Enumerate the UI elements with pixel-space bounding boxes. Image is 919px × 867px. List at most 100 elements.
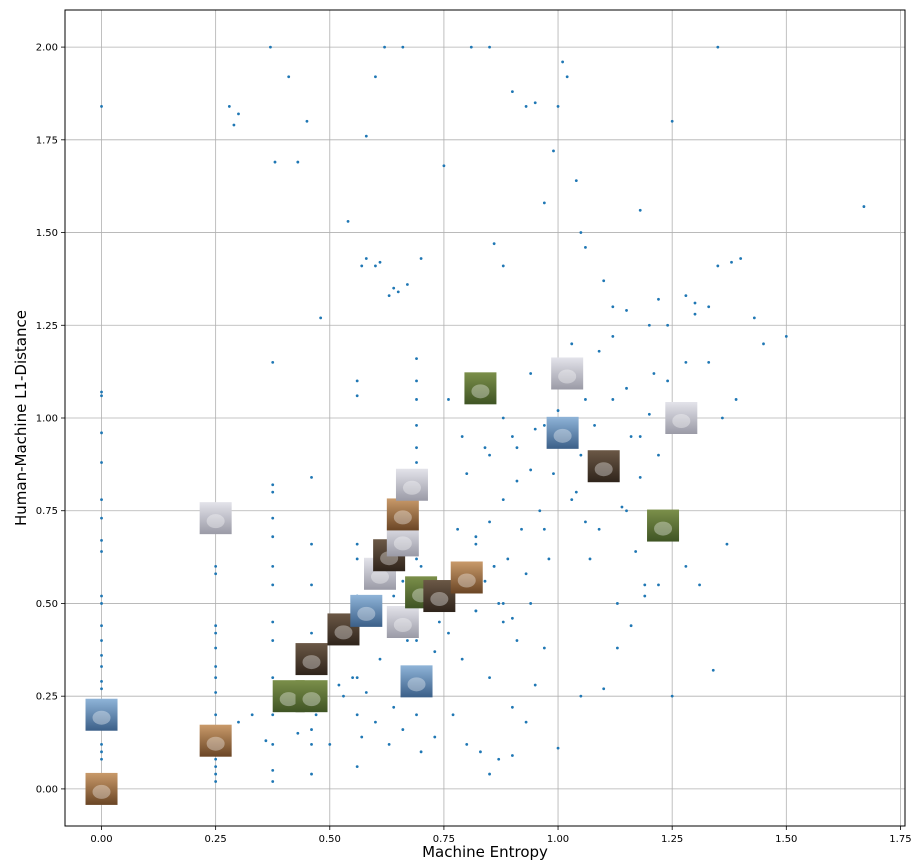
data-point <box>510 90 514 93</box>
data-point <box>296 160 300 164</box>
image-thumbnail <box>386 498 419 531</box>
thumbnail-subject <box>594 462 613 477</box>
data-point <box>497 757 501 761</box>
y-tick-label: 1.00 <box>36 414 58 425</box>
x-tick-label: 0.25 <box>205 834 227 845</box>
data-point <box>474 609 478 613</box>
data-point <box>524 105 528 108</box>
data-point <box>565 75 569 79</box>
thumbnail-background <box>386 606 419 638</box>
data-point <box>552 149 555 153</box>
thumbnail-subject <box>430 592 449 607</box>
image-thumbnail <box>85 772 118 805</box>
data-point <box>510 705 514 709</box>
data-point <box>396 290 400 294</box>
data-point <box>542 646 546 650</box>
data-point <box>670 694 674 698</box>
data-point <box>100 665 103 668</box>
data-point <box>269 45 272 49</box>
data-point <box>538 509 542 513</box>
data-point <box>529 602 533 605</box>
thumbnail-background <box>587 450 620 483</box>
data-point <box>739 257 743 260</box>
thumbnail-subject <box>92 784 111 799</box>
data-point <box>629 435 633 438</box>
data-point <box>574 179 578 183</box>
data-point <box>100 539 103 542</box>
data-point <box>100 394 103 398</box>
data-point <box>447 398 450 401</box>
data-point <box>310 772 313 776</box>
data-point <box>734 398 738 401</box>
x-tick-label: 1.75 <box>889 834 911 845</box>
data-point <box>314 713 318 717</box>
image-thumbnail <box>295 643 328 676</box>
thumbnail-background <box>295 680 328 713</box>
data-point <box>310 542 313 546</box>
thumbnail-subject <box>471 384 490 399</box>
data-point <box>638 435 642 438</box>
data-point <box>100 550 103 553</box>
data-point <box>451 713 455 717</box>
data-point <box>351 676 355 680</box>
data-point <box>533 101 537 105</box>
data-point <box>584 398 587 401</box>
data-point <box>615 602 619 605</box>
image-thumbnail <box>199 724 232 757</box>
data-point <box>474 535 478 539</box>
data-point <box>707 305 711 309</box>
y-tick-label: 1.25 <box>36 321 58 332</box>
data-point <box>469 45 473 49</box>
data-point <box>492 564 496 568</box>
image-thumbnail <box>546 416 579 449</box>
data-point <box>360 735 364 739</box>
data-point <box>271 639 275 642</box>
data-point <box>415 461 418 464</box>
data-point <box>214 772 218 776</box>
data-point <box>570 498 574 501</box>
y-tick-label: 1.50 <box>36 228 58 239</box>
data-point <box>273 160 277 164</box>
data-point <box>634 550 638 553</box>
image-thumbnail <box>400 665 433 698</box>
image-thumbnail <box>450 561 483 594</box>
data-point <box>501 264 505 268</box>
data-point <box>214 676 218 680</box>
data-point <box>383 45 386 49</box>
data-point <box>232 123 236 127</box>
data-point <box>100 679 103 683</box>
data-point <box>405 639 409 642</box>
data-point <box>547 557 551 561</box>
data-point <box>647 323 651 327</box>
thumbnail-background <box>551 357 584 390</box>
data-point <box>415 357 418 361</box>
data-point <box>488 45 491 49</box>
x-tick-label: 0.75 <box>433 834 455 845</box>
data-point <box>405 283 409 286</box>
thumbnail-subject <box>206 736 225 751</box>
data-point <box>611 335 615 338</box>
data-point <box>725 542 729 546</box>
thumbnail-background <box>199 724 232 757</box>
data-point <box>597 349 601 353</box>
data-point <box>310 583 313 587</box>
data-point <box>100 653 103 657</box>
data-point <box>720 416 724 420</box>
data-point <box>305 119 309 123</box>
data-point <box>615 646 619 650</box>
data-point <box>401 45 405 49</box>
data-point <box>556 409 560 412</box>
data-point <box>556 746 560 750</box>
data-point <box>510 435 514 438</box>
thumbnail-background <box>450 561 483 594</box>
data-point <box>515 639 519 642</box>
data-point <box>271 780 275 783</box>
data-point <box>602 279 606 283</box>
y-tick-label: 0.75 <box>36 506 58 517</box>
image-thumbnail <box>395 468 428 501</box>
data-point <box>666 379 670 383</box>
data-point <box>355 394 359 398</box>
data-point <box>657 453 660 457</box>
data-point <box>287 75 291 79</box>
